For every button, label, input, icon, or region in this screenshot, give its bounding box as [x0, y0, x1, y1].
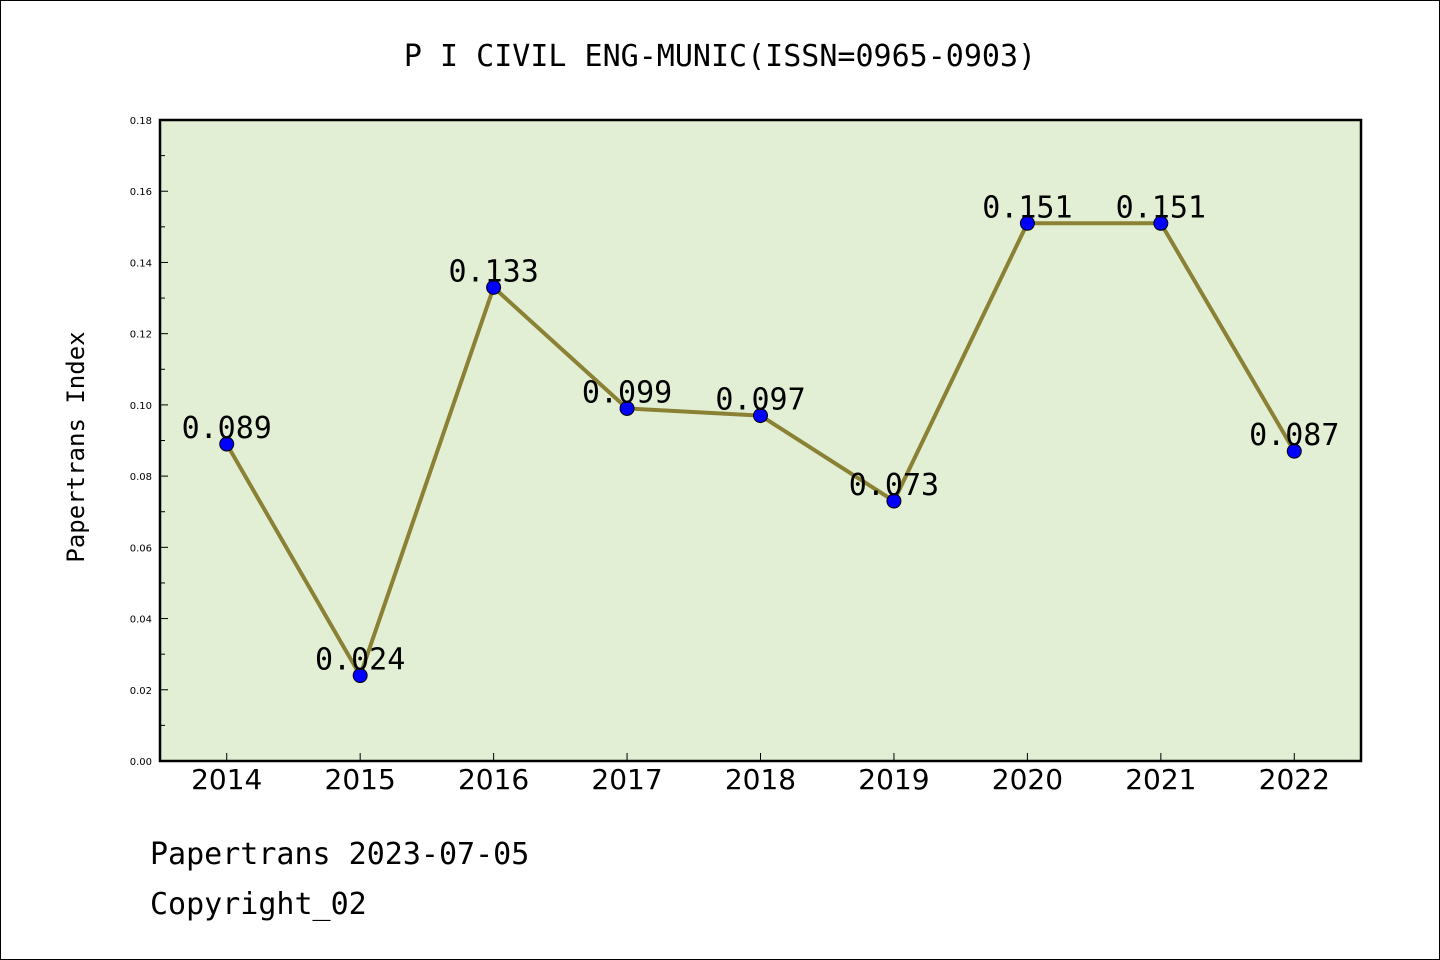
y-tick-label: 0.02 — [130, 686, 152, 697]
data-point — [753, 408, 768, 424]
x-tick-label: 2017 — [591, 763, 662, 796]
data-point — [486, 279, 502, 295]
y-tick-label: 0.14 — [130, 258, 152, 269]
data-label: 0.087 — [1249, 418, 1339, 453]
data-point — [219, 436, 235, 452]
x-tick-label: 2018 — [725, 763, 796, 796]
y-tick-label: 0.00 — [130, 757, 152, 768]
x-tick-label: 2015 — [325, 763, 396, 796]
data-label: 0.151 — [1116, 190, 1206, 225]
y-axis-title: Papertrans Index — [62, 331, 90, 562]
data-point — [619, 400, 635, 416]
data-points — [219, 215, 1302, 684]
y-axis: 0.00 0.02 0.04 0.06 0.08 0.10 0.12 0.14 0.16 0.18 — [130, 116, 168, 768]
data-label: 0.099 — [582, 375, 672, 410]
data-label: 0.089 — [182, 411, 272, 446]
x-tick-label: 2021 — [1125, 763, 1196, 796]
x-tick-label: 2014 — [191, 763, 262, 796]
data-point — [352, 668, 368, 684]
y-tick-label: 0.16 — [130, 187, 152, 198]
y-tick-label: 0.08 — [130, 472, 152, 483]
data-label: 0.024 — [315, 643, 405, 678]
y-tick-label: 0.10 — [130, 401, 152, 412]
x-tick-label: 2022 — [1259, 763, 1330, 796]
data-label: 0.073 — [849, 468, 939, 503]
x-tick-label: 2019 — [858, 763, 929, 796]
data-label: 0.133 — [448, 254, 538, 289]
data-point — [1286, 443, 1302, 459]
y-tick-label: 0.12 — [130, 330, 152, 341]
data-label: 0.097 — [715, 383, 805, 418]
chart-title: P I CIVIL ENG-MUNIC(ISSN=0965-0903) — [404, 39, 1036, 74]
x-tick-label: 2020 — [992, 763, 1063, 796]
data-labels: 0.089 0.024 0.133 0.099 0.097 0.073 0.151 0.151… — [182, 190, 1340, 677]
data-point — [1019, 215, 1035, 231]
x-axis: 2014 2015 2016 2017 2018 2019 2020 2021 2022 — [191, 753, 1330, 796]
data-label: 0.151 — [982, 190, 1072, 225]
y-tick-label: 0.04 — [130, 615, 152, 626]
x-tick-label: 2016 — [458, 763, 529, 796]
footer-copyright: Copyright_02 — [150, 887, 367, 922]
data-point — [1153, 215, 1169, 231]
footer-date: Papertrans 2023-07-05 — [150, 837, 529, 872]
y-tick-label: 0.06 — [130, 543, 152, 554]
y-tick-label: 0.18 — [130, 116, 152, 127]
data-point — [886, 493, 902, 509]
